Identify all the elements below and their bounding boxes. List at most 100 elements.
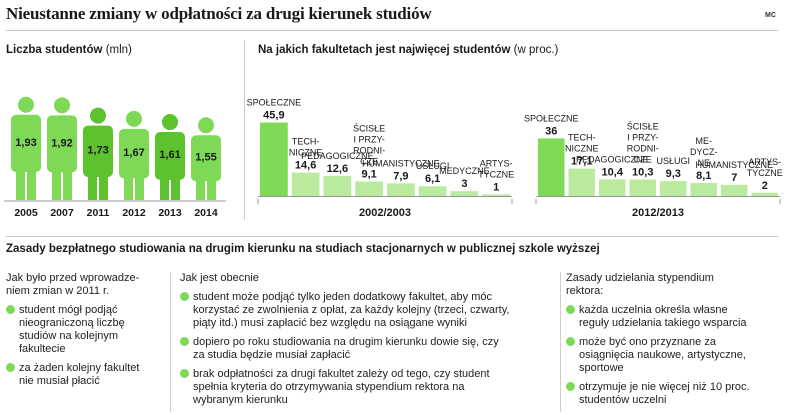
student-figure-head xyxy=(54,97,70,114)
list-item: student mógł podjąć nieograniczoną liczbę… xyxy=(6,304,166,356)
rules-scholarship-heading: Zasady udzielania stypendium rektora: xyxy=(566,272,778,298)
bar xyxy=(721,184,748,196)
category-label: TYCZNE xyxy=(478,169,514,179)
value-label: 1,61 xyxy=(159,149,180,161)
category-label: RODNI- xyxy=(353,145,385,155)
list-item-line: za żaden kolejny fakultet xyxy=(19,362,140,374)
list-item-line: spełnia kryteria do otrzymywania stypend… xyxy=(193,381,465,393)
value-label: 7,9 xyxy=(393,170,408,182)
value-label: 6,1 xyxy=(425,173,440,185)
value-label: 9,3 xyxy=(666,168,681,180)
list-item-line: każda uczelnia określa własne xyxy=(579,304,728,316)
category-label: USŁUGI xyxy=(656,156,690,166)
bar xyxy=(450,191,479,196)
value-label: 14,6 xyxy=(295,160,316,172)
student-figure-body xyxy=(47,115,77,173)
category-label: I PRZY- xyxy=(354,134,385,144)
list-item-line: dopiero po roku studiowania na drugim ki… xyxy=(193,336,499,348)
value-label: 1,67 xyxy=(123,147,144,159)
student-figure-leg xyxy=(160,177,169,200)
category-label: ŚCISŁE xyxy=(353,122,385,133)
bar xyxy=(387,183,415,196)
students-chart-title: Liczba studentów (mln) xyxy=(6,44,132,56)
category-label: SPOŁECZNE xyxy=(247,98,302,108)
student-figure-head xyxy=(126,110,142,127)
student-figure-leg xyxy=(16,170,25,200)
faculty-chart-2002: 45,9 SPOŁECZNE 14,6 TECH-NICZNE 12,6 PEDAGOGI… xyxy=(247,98,515,219)
rules-before-column: Jak było przed wprowadze-niem zmian w 20… xyxy=(6,272,166,388)
rules-before-heading-line: niem zmian w 2011 r. xyxy=(6,285,110,297)
year-label: 2013 xyxy=(158,207,182,219)
bullet-icon xyxy=(6,363,15,372)
bullet-icon xyxy=(180,337,189,346)
middle-rule xyxy=(6,236,778,237)
period-label: 2012/2013 xyxy=(632,207,684,219)
list-item-line: student mógł podjąć xyxy=(19,304,118,316)
bar xyxy=(538,138,565,196)
student-figure-leg xyxy=(88,174,97,200)
period-label: 2002/2003 xyxy=(359,207,411,219)
student-figure-leg xyxy=(52,170,61,200)
student-figure-head xyxy=(90,107,106,124)
top-rule xyxy=(6,30,778,31)
list-item-line: brak odpłatności za drugi fakultet zależ… xyxy=(193,368,490,380)
category-label: NE xyxy=(697,158,710,168)
category-label: RODNI- xyxy=(627,144,659,154)
list-item: dopiero po roku studiowania na drugim ki… xyxy=(180,336,552,362)
list-item-line: nieograniczoną liczbę xyxy=(19,317,125,329)
bar xyxy=(482,194,510,196)
bullet-icon xyxy=(180,292,189,301)
category-label: ME- xyxy=(696,136,713,146)
student-figure-body xyxy=(155,132,185,180)
rules-scholarship-column: Zasady udzielania stypendium rektora: każd… xyxy=(566,272,778,407)
category-label: NICZNE xyxy=(565,144,599,154)
category-label: CZE xyxy=(360,156,378,166)
student-figure-leg xyxy=(124,176,133,200)
bar xyxy=(660,181,687,196)
student-figure-leg xyxy=(63,170,72,200)
bar xyxy=(690,183,717,196)
category-label: USŁUGI xyxy=(416,161,450,171)
student-figure-body xyxy=(83,125,113,177)
list-item-line: student może podjąć tylko jeden dodatkow… xyxy=(193,291,493,303)
list-item-line: korzystać ze zwolnienia z opłat, za każd… xyxy=(193,304,510,316)
bullet-icon xyxy=(180,369,189,378)
students-chart-title-text: Liczba studentów xyxy=(6,44,103,56)
list-item-line: sportowe xyxy=(579,362,624,374)
list-item: każda uczelnia określa własne reguły udzi… xyxy=(566,304,778,330)
value-label: 10,4 xyxy=(602,166,624,178)
faculty-chart-unit: (w proc.) xyxy=(513,44,559,56)
value-label: 1 xyxy=(493,181,499,193)
rules-scholarship-heading-line: Zasady udzielania stypendium xyxy=(566,272,714,284)
student-figure-head xyxy=(162,114,178,131)
category-label: PEDAGOGICZNE xyxy=(301,151,374,161)
year-label: 2011 xyxy=(87,207,110,219)
value-label: 7 xyxy=(731,172,737,184)
student-figure-leg xyxy=(27,170,36,200)
bar xyxy=(418,186,447,196)
page-title: Nieustanne zmiany w odpłatności za drugi… xyxy=(6,4,432,23)
year-label: 2014 xyxy=(194,207,218,219)
category-label: ARTYS- xyxy=(480,158,513,168)
bar xyxy=(568,168,595,196)
rules-before-list: student mógł podjąć nieograniczoną liczbę… xyxy=(6,304,166,388)
rules-scholarship-heading-line: rektora: xyxy=(566,285,604,297)
category-label: DYCZ- xyxy=(690,147,718,157)
list-item-line: osiągnięcia naukowe, artystyczne, xyxy=(579,349,746,361)
bar xyxy=(323,175,352,196)
bar xyxy=(291,172,320,196)
value-label: 1,55 xyxy=(195,151,216,163)
list-item-line: studiów na kolejnym xyxy=(19,330,119,342)
bullet-icon xyxy=(6,305,15,314)
list-item: za żaden kolejny fakultet nie musiał płac… xyxy=(6,362,166,388)
rules-before-heading-line: Jak było przed wprowadze- xyxy=(6,272,140,284)
credit: MC xyxy=(765,12,776,19)
bar xyxy=(629,179,656,196)
students-chart-unit: (mln) xyxy=(105,44,132,56)
year-label: 2007 xyxy=(50,207,74,219)
list-item-line: wybranym kierunku xyxy=(193,394,288,406)
rules-scholarship-list: każda uczelnia określa własne reguły udzi… xyxy=(566,304,778,407)
list-item: student może podjąć tylko jeden dodatkow… xyxy=(180,291,552,330)
list-item: otrzymuje je nie więcej niż 10 proc. stud… xyxy=(566,381,778,407)
value-label: 36 xyxy=(545,125,557,137)
